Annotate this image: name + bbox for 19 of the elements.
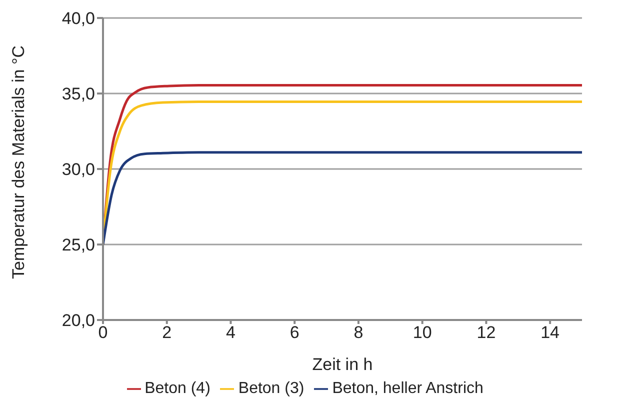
line-series [103, 151, 582, 246]
x-axis-title: Zeit in h [312, 355, 373, 374]
y-tick-label: 25,0 [62, 236, 95, 255]
y-tick-label: 30,0 [62, 160, 95, 180]
x-tick-label: 0 [98, 323, 108, 342]
x-tick-label: 8 [354, 323, 364, 342]
x-tick-label: 14 [540, 323, 560, 342]
y-tick-label: 40,0 [62, 9, 95, 28]
x-tick-label: 12 [476, 323, 496, 342]
legend-label: Beton, heller Anstrich [332, 380, 484, 397]
legend-label: Beton (4) [144, 380, 210, 397]
y-tick-label: 20,0 [62, 311, 95, 330]
x-tick-label: 6 [290, 323, 300, 342]
y-tick-label: 35,0 [62, 84, 95, 104]
y-axis-title: Temperatur des Materials in °C [9, 45, 28, 279]
x-tick-label: 2 [162, 323, 172, 342]
legend-label: Beton (3) [238, 380, 304, 397]
x-tick-label: 4 [226, 323, 236, 342]
x-tick-label: 10 [412, 323, 432, 342]
